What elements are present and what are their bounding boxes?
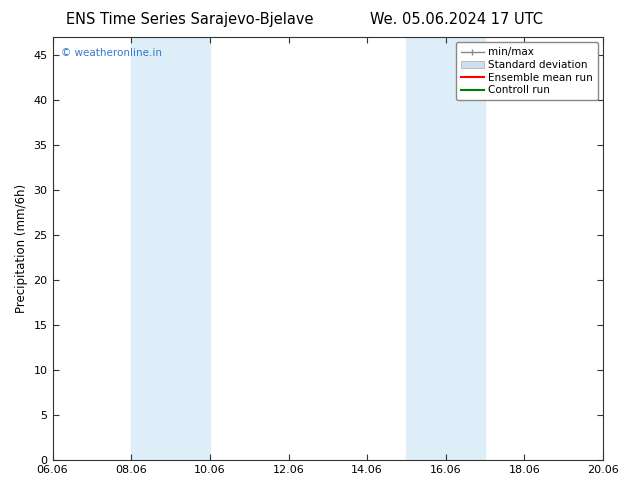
Bar	[406, 37, 485, 460]
Text: © weatheronline.in: © weatheronline.in	[61, 48, 162, 58]
Bar	[131, 37, 210, 460]
Text: We. 05.06.2024 17 UTC: We. 05.06.2024 17 UTC	[370, 12, 543, 27]
Legend: min/max, Standard deviation, Ensemble mean run, Controll run: min/max, Standard deviation, Ensemble me…	[456, 42, 598, 100]
Y-axis label: Precipitation (mm/6h): Precipitation (mm/6h)	[15, 184, 28, 313]
Text: ENS Time Series Sarajevo-Bjelave: ENS Time Series Sarajevo-Bjelave	[67, 12, 314, 27]
